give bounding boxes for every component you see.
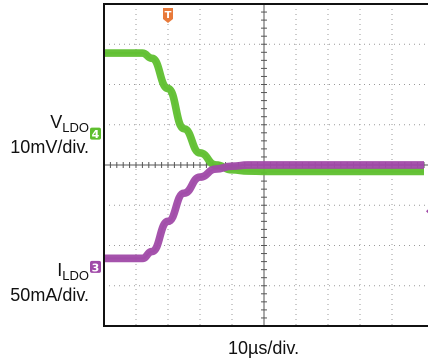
- trigger-position-shape: [163, 8, 173, 23]
- i-ldo-scale: 50mA/div.: [10, 285, 89, 305]
- plot-frame: [103, 3, 428, 327]
- v-ldo-label: VLDO: [50, 112, 89, 138]
- v-ldo-trace-core: [103, 52, 424, 173]
- v-ldo-scale: 10mV/div.: [10, 137, 89, 157]
- i-ldo-main: I: [57, 260, 63, 280]
- channel-marker-number: 3: [92, 261, 100, 274]
- channel-marker-box: [90, 127, 101, 140]
- v-ldo-sub: LDO: [62, 120, 89, 135]
- traces: [103, 49, 424, 263]
- trigger-position-letter: T: [165, 10, 172, 21]
- markers: 4 3 T: [90, 8, 428, 274]
- i-ldo-sub: LDO: [62, 268, 89, 283]
- i-ldo-label: ILDO: [57, 260, 89, 286]
- channel-marker-4: 4: [90, 127, 101, 141]
- channel-marker-3: 3: [90, 260, 101, 274]
- channel-marker-box: [90, 260, 101, 273]
- i-ldo-trace-core: [104, 163, 424, 260]
- v-ldo-main: V: [50, 112, 63, 132]
- channel-marker-number: 4: [92, 128, 100, 141]
- trigger-position-marker: T: [163, 8, 173, 23]
- timebase-label: 10µs/div.: [228, 338, 300, 358]
